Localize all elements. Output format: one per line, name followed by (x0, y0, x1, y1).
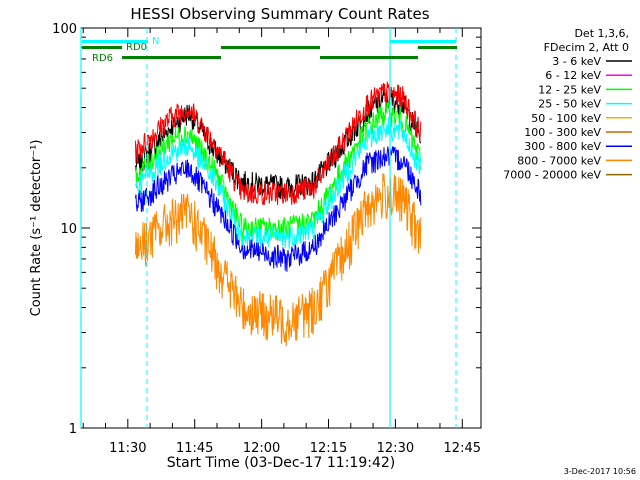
series-line-1 (134, 81, 422, 206)
legend-label: 800 - 7000 keV (517, 154, 601, 167)
legend-label: 100 - 300 keV (524, 126, 601, 139)
y-tick-labels: 1 10 100 (52, 22, 77, 437)
y-tick-label: 10 (60, 222, 77, 237)
legend-label: 300 - 800 keV (524, 140, 601, 153)
legend-label: 25 - 50 keV (538, 98, 601, 111)
series-line-3 (134, 116, 422, 251)
x-tick-label: 12:15 (310, 441, 347, 456)
y-tick-label: 100 (52, 22, 77, 37)
x-tick-label: 11:45 (176, 441, 213, 456)
series-layer (134, 81, 422, 347)
y-axis-label: Count Rate (s⁻¹ detector⁻¹) (29, 140, 44, 317)
x-tick-label: 12:30 (377, 441, 414, 456)
rd0-label: RD0 (126, 42, 147, 53)
rd6-bar-1 (122, 56, 221, 59)
axis-ticks (81, 27, 481, 429)
night-label: N (152, 36, 159, 47)
legend-label: 12 - 25 keV (538, 83, 601, 96)
legend-label: 6 - 12 keV (545, 69, 601, 82)
rd6-label: RD6 (92, 53, 113, 64)
legend-label: 7000 - 20000 keV (503, 169, 601, 182)
legend-header-2: FDecim 2, Att 0 (544, 41, 629, 54)
y-tick-label: 1 (69, 422, 77, 437)
x-tick-label: 12:00 (243, 441, 280, 456)
x-tick-labels: 11:30 11:45 12:00 12:15 12:30 12:45 (109, 441, 481, 456)
rd0-bar-3 (418, 46, 457, 49)
chart-title: HESSI Observing Summary Count Rates (130, 5, 429, 23)
rd6-bar-2 (320, 56, 418, 59)
legend-header-1: Det 1,3,6, (574, 27, 629, 40)
legend-label: 50 - 100 keV (531, 112, 601, 125)
footer-timestamp: 3-Dec-2017 10:56 (564, 467, 636, 476)
x-tick-label: 11:30 (109, 441, 146, 456)
night-bar-1 (82, 40, 148, 43)
series-line-0 (134, 88, 422, 200)
series-line-4 (134, 146, 422, 272)
series-line-5 (134, 173, 422, 347)
x-tick-label: 12:45 (444, 441, 481, 456)
night-bar-2 (390, 40, 456, 43)
x-axis-label: Start Time (03-Dec-17 11:19:42) (167, 455, 395, 471)
legend-label: 3 - 6 keV (552, 55, 601, 68)
rd0-bar-1 (82, 46, 122, 49)
rd0-bar-2 (221, 46, 320, 49)
